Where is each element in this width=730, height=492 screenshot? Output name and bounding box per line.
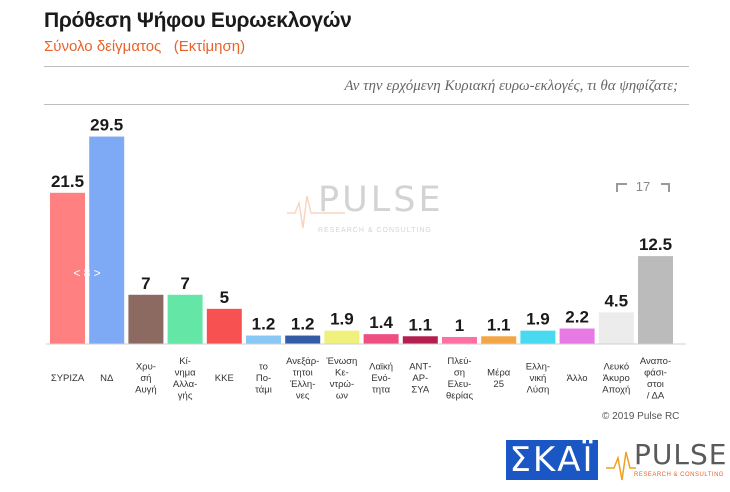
- category-label: το Πο-τάμι: [255, 362, 272, 396]
- survey-question: Αν την ερχόμενη Κυριακή ευρω-εκλογές, τι…: [344, 78, 678, 94]
- divider-mid: [44, 104, 689, 105]
- chart-title: Πρόθεση Ψήφου Ευρωεκλογών: [44, 9, 352, 32]
- bar-value-label: 29.5: [90, 116, 123, 135]
- copyright: © 2019 Pulse RC: [602, 411, 680, 422]
- annotation-17-label: 17: [636, 179, 650, 194]
- category-label: ΚΚΕ: [215, 373, 234, 384]
- bar-value-label: 21.5: [51, 172, 84, 191]
- category-label: Μέρα 25: [487, 367, 511, 390]
- bar-value-label: 2.2: [565, 308, 589, 327]
- bar-value-label: 1.1: [487, 315, 511, 334]
- category-label: Ένωση Κε-ντρώ-ων: [326, 356, 358, 402]
- watermark: PULSE RESEARCH & CONSULTING: [287, 180, 444, 234]
- category-label: ΑΝΤ-ΑΡ-ΣΥΑ: [409, 362, 431, 396]
- divider-top: [44, 66, 689, 67]
- category-label: Αναπο-φάσι-στοι / ΔΑ: [640, 356, 671, 402]
- category-label: Ελλη-νική Λύση: [526, 362, 550, 396]
- chart-subtitle: Σύνολο δείγματος (Εκτίμηση): [44, 38, 246, 55]
- bar: [324, 330, 360, 344]
- category-label: Πλεύ-ση Ελευ-θερίας: [446, 356, 474, 402]
- bar: [559, 328, 595, 344]
- bar: [598, 312, 634, 344]
- category-label: Λαϊκή Ενό-τητα: [369, 362, 393, 396]
- bar-value-label: 5: [220, 288, 229, 307]
- bar: [285, 335, 321, 344]
- bar-value-label: 1.2: [252, 315, 276, 334]
- bar-value-label: 1.2: [291, 315, 315, 334]
- bar: [167, 294, 203, 344]
- watermark-pulse-word: PULSE: [318, 180, 444, 220]
- pulse-logo-sub: RESEARCH & CONSULTING: [634, 472, 725, 478]
- category-label: Χρυ-σή Αυγή: [135, 362, 157, 396]
- annotation-17: [616, 183, 670, 192]
- bar-value-label: 1.9: [526, 310, 550, 329]
- bar-value-label: 4.5: [604, 291, 628, 310]
- category-label: Άλλο: [567, 373, 588, 384]
- bar-chart: PULSE RESEARCH & CONSULTING 21.5 ΣΥΡΙΖΑ 29…: [46, 116, 686, 402]
- bar: [442, 336, 477, 344]
- category-label: Λευκό Άκυρο Αποχή: [602, 362, 630, 396]
- bar-value-label: 7: [141, 274, 150, 293]
- bar-value-label: 1.4: [369, 313, 393, 332]
- category-label: Κί-νημα Αλλα-γής: [173, 356, 197, 402]
- pulse-logo-word: PULSE: [634, 438, 728, 471]
- watermark-pulse-sub: RESEARCH & CONSULTING: [318, 227, 432, 234]
- annotation-8-label: < 8 >: [73, 266, 100, 280]
- bar: [206, 308, 242, 344]
- bar: [89, 136, 125, 344]
- bar-value-label: 1.1: [408, 315, 432, 334]
- bar: [402, 336, 438, 344]
- bar: [246, 335, 281, 344]
- bar: [363, 334, 399, 344]
- bar-value-label: 1.9: [330, 310, 354, 329]
- skai-logo: ΣΚΑΪ: [506, 440, 598, 480]
- bar: [128, 294, 164, 344]
- category-label: ΝΔ: [100, 373, 114, 384]
- bar: [50, 192, 85, 344]
- bar: [520, 330, 556, 344]
- bar-value-label: 12.5: [639, 235, 672, 254]
- bar-value-label: 7: [180, 274, 189, 293]
- pulse-line-icon: [606, 451, 636, 481]
- bar-value-label: 1: [455, 316, 464, 335]
- pulse-logo: PULSE RESEARCH & CONSULTING: [606, 438, 726, 484]
- category-label: Ανεξάρ-τητοι Έλλη-νες: [286, 356, 319, 402]
- category-label: ΣΥΡΙΖΑ: [51, 373, 85, 384]
- bar: [481, 336, 517, 344]
- watermark-pulse-line-icon: [287, 195, 345, 229]
- bar: [638, 256, 673, 344]
